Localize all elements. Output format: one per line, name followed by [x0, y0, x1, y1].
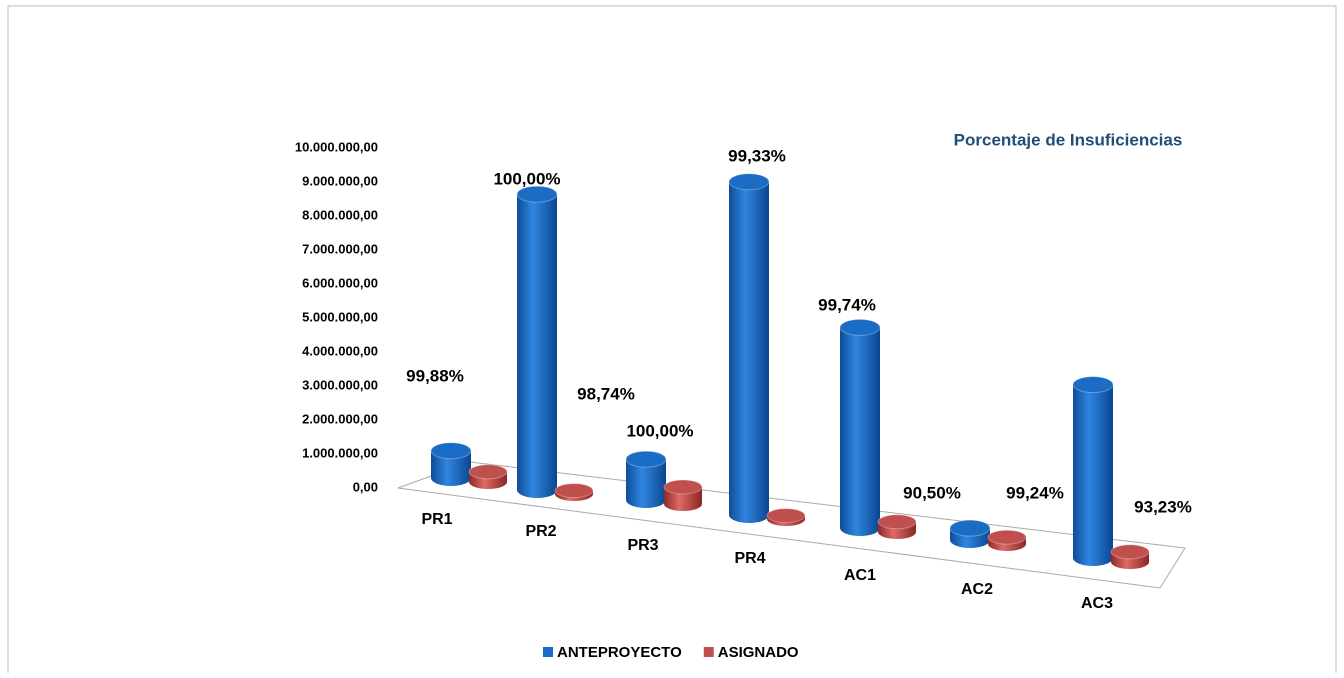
- cylinder: [468, 464, 508, 489]
- cylinder-top: [949, 519, 991, 537]
- annotation: 100,00%: [493, 169, 560, 188]
- cylinder-top: [766, 508, 806, 524]
- cylinder: [625, 450, 667, 508]
- annotation: 99,24%: [1006, 483, 1064, 502]
- cylinder-top: [987, 529, 1027, 545]
- cylinder: [1072, 376, 1114, 566]
- cylinder-top: [1072, 376, 1114, 394]
- bar: [840, 327, 880, 536]
- x-tick-label: PR4: [734, 550, 765, 567]
- bar: [729, 181, 769, 524]
- annotation: 93,23%: [1134, 497, 1192, 516]
- cylinder-top: [728, 173, 770, 191]
- legend-swatch: [543, 647, 553, 657]
- cylinder: [766, 508, 806, 526]
- cylinder: [663, 479, 703, 511]
- cylinder-top: [468, 464, 508, 480]
- x-tick-label: AC3: [1081, 595, 1113, 612]
- y-tick-label: 5.000.000,00: [302, 309, 378, 324]
- y-tick-label: 1.000.000,00: [302, 445, 378, 460]
- y-tick-label: 3.000.000,00: [302, 377, 378, 392]
- cylinder: [430, 442, 472, 486]
- x-tick-label: AC2: [961, 581, 993, 598]
- cylinder-top: [663, 479, 703, 495]
- cylinder: [839, 318, 881, 536]
- bar: [431, 450, 471, 486]
- chart-title: Porcentaje de Insuficiencias: [954, 130, 1183, 149]
- cylinder: [987, 529, 1027, 551]
- annotation: 90,50%: [903, 483, 961, 502]
- cylinder: [516, 185, 558, 498]
- bar: [517, 194, 557, 498]
- annotation: 98,74%: [577, 384, 635, 403]
- cylinder: [554, 483, 594, 501]
- y-tick-label: 6.000.000,00: [302, 275, 378, 290]
- legend-label: ANTEPROYECTO: [557, 644, 682, 661]
- x-tick-label: PR2: [525, 523, 556, 540]
- y-tick-label: 4.000.000,00: [302, 343, 378, 358]
- y-tick-label: 10.000.000,00: [295, 139, 378, 154]
- legend-label: ASIGNADO: [718, 644, 799, 661]
- cylinder-top: [625, 450, 667, 468]
- cylinder-top: [430, 442, 472, 460]
- cylinder: [1110, 544, 1150, 569]
- cylinder-top: [1110, 544, 1150, 560]
- cylinder: [949, 519, 991, 548]
- cylinder: [877, 514, 917, 539]
- cylinder-top: [554, 483, 594, 499]
- annotation: 99,33%: [728, 146, 786, 165]
- cylinder: [728, 173, 770, 524]
- bar: [1073, 384, 1113, 566]
- cylinder-top: [877, 514, 917, 530]
- annotation: 99,88%: [406, 366, 464, 385]
- x-tick-label: PR1: [421, 511, 452, 528]
- cylinder-top: [839, 318, 881, 336]
- legend-swatch: [703, 647, 714, 657]
- x-tick-label: AC1: [844, 567, 876, 584]
- bar: [626, 459, 666, 508]
- y-tick-label: 9.000.000,00: [302, 173, 378, 188]
- y-tick-label: 7.000.000,00: [302, 241, 378, 256]
- annotation: 100,00%: [626, 421, 693, 440]
- y-tick-label: 0,00: [353, 479, 378, 494]
- y-tick-label: 2.000.000,00: [302, 411, 378, 426]
- cylinder-top: [516, 185, 558, 203]
- x-tick-label: PR3: [627, 537, 658, 554]
- frame: [7, 5, 1337, 673]
- annotation: 99,74%: [818, 295, 876, 314]
- y-tick-label: 8.000.000,00: [302, 207, 378, 222]
